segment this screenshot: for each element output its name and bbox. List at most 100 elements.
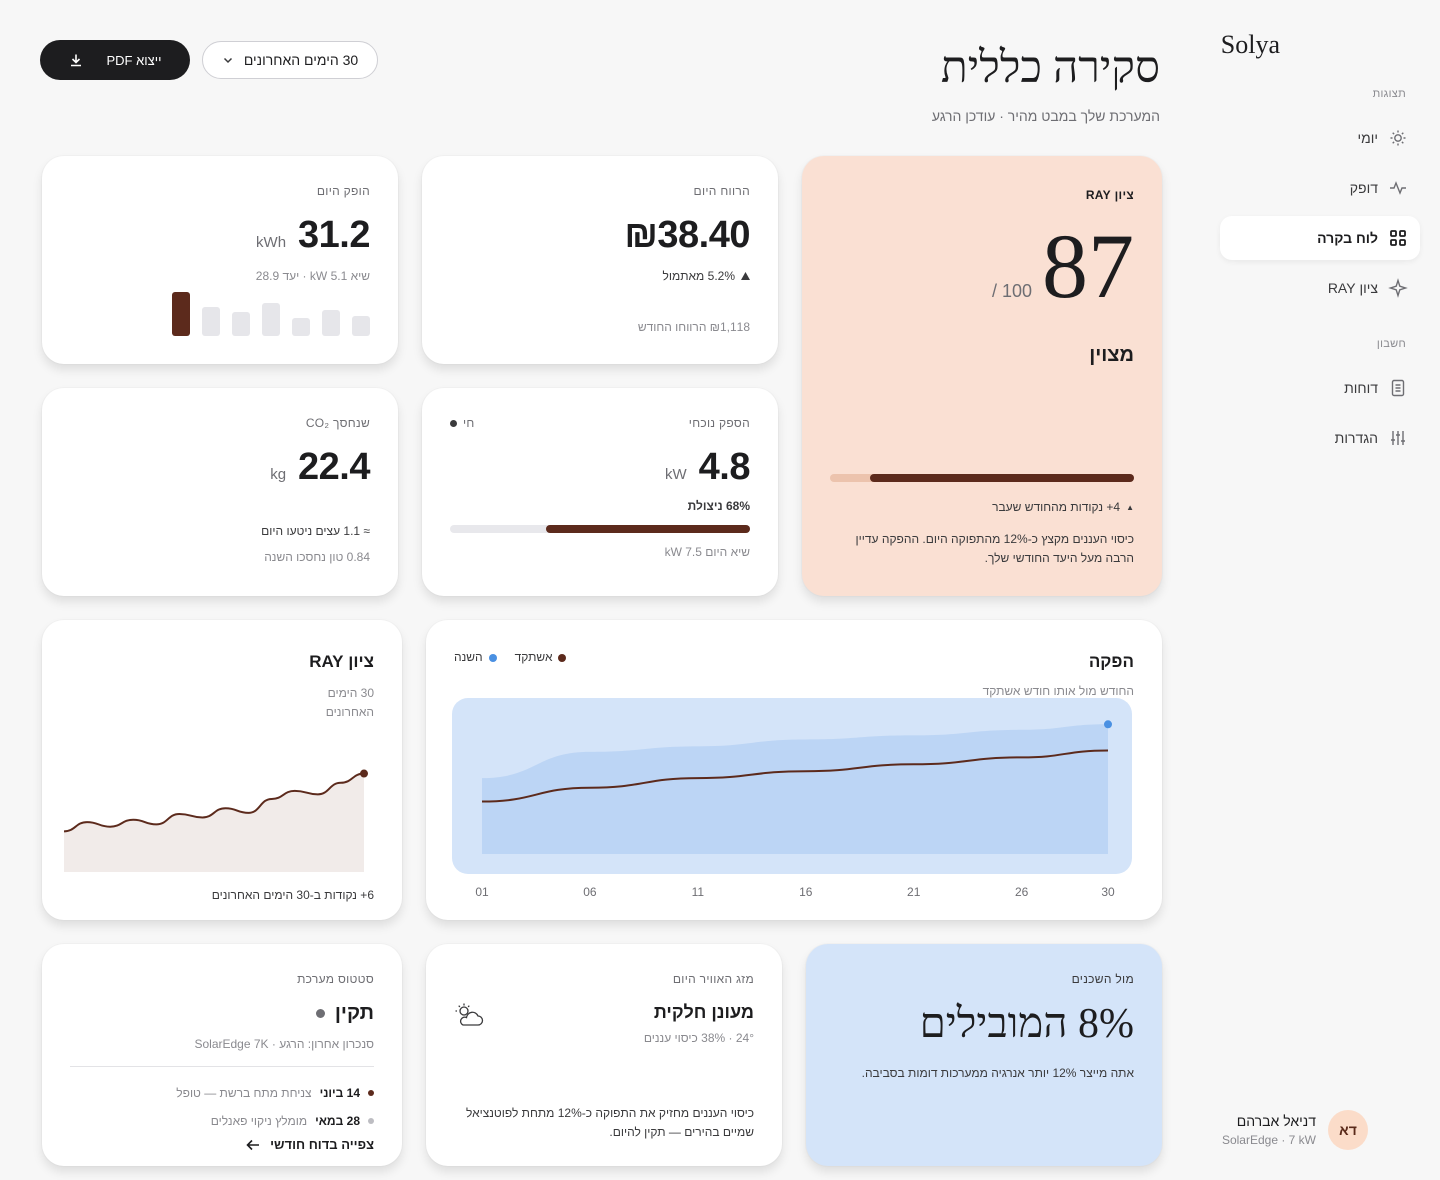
neighbors-card: מול השכנים 8% המובילים אתה מייצר 12% יות… — [806, 944, 1162, 1166]
x-tick-label: 21 — [907, 885, 921, 899]
series-point-this-year — [1104, 720, 1112, 729]
sliders-icon — [1391, 431, 1405, 445]
revenue-card: הרווח היום ₪38.40 5.2% מאתמול ₪1,118 הרו… — [422, 156, 778, 364]
partly-cloudy-icon — [455, 1003, 484, 1026]
raytrend-point — [360, 769, 368, 778]
brand-logo: Solya — [1220, 30, 1280, 59]
export-pdf-button[interactable]: ייצוא PDF — [40, 40, 190, 80]
co2-card: שנחסך CO₂ 22.4 kg ≈ 1.1 עצים ניטעו היום … — [42, 388, 398, 596]
sparkle-icon — [1388, 278, 1408, 298]
revenue-change: 5.2% מאתמול — [662, 269, 735, 283]
x-tick-label: 01 — [475, 885, 489, 899]
spark-bar — [352, 316, 370, 336]
live-dot-icon — [450, 419, 457, 427]
sidebar-item-label: הגדרות — [1334, 430, 1378, 446]
status-sync: סנכרון אחרון: הרגע · SolarEdge 7K — [194, 1037, 374, 1051]
spark-bar — [202, 307, 220, 336]
system-status-card: סטטוס מערכת תקין סנכרון אחרון: הרגע · So… — [42, 944, 402, 1166]
raytrend-sub: 30 הימים האחרונים — [325, 686, 374, 719]
event-date: 14 ביוני — [319, 1086, 360, 1100]
legend-label: השנה — [454, 650, 483, 664]
co2-unit: kg — [270, 466, 287, 483]
status-label: סטטוס מערכת — [297, 972, 374, 986]
event-dot-icon — [368, 1118, 374, 1124]
co2-value: 22.4 — [298, 446, 370, 488]
chart-title: הפקה — [1088, 652, 1134, 671]
event-dot-icon — [368, 1090, 374, 1096]
raytrend-area — [64, 773, 364, 872]
sidebar-item-label: דופק — [1349, 180, 1378, 196]
ray-trend-card: ציון RAY 30 הימים האחרונים 6+ נקודות ב-3… — [42, 620, 402, 920]
live-label: חי — [463, 416, 475, 430]
arrow-up-icon — [741, 272, 750, 280]
legend-label: אשתקד — [514, 650, 553, 664]
weather-details: 24° · 38% כיסוי עננים — [643, 1031, 754, 1045]
current-label: הספק נוכחי — [688, 416, 750, 430]
sidebar-item-settings[interactable]: הגדרות — [1220, 416, 1420, 460]
sidebar-item-label: ציון RAY — [1327, 280, 1378, 296]
sidebar-item-ray[interactable]: ציון RAY — [1220, 266, 1420, 310]
chevron-down-icon — [223, 57, 232, 64]
user-profile[interactable]: דא דניאל אברהם SolarEdge · 7 kW — [1222, 1110, 1368, 1150]
spark-bar — [232, 312, 250, 336]
production-sub: שיא 5.1 kW · יעד 28.9 — [255, 269, 370, 283]
ray-delta: 4+ נקודות מהחודש שעבר — [992, 500, 1121, 514]
spark-bar — [322, 310, 340, 336]
sidebar: Solya תצוגות יומי דופק לוח בקרה ציון RAY… — [1200, 0, 1440, 1180]
page-title: סקירה כללית — [940, 43, 1160, 92]
monthly-report-link[interactable]: צפייה בדוח חודשי — [246, 1137, 374, 1152]
sidebar-item-reports[interactable]: דוחות — [1220, 366, 1420, 410]
spark-bar — [292, 318, 310, 336]
neighbors-value: 8% המובילים — [919, 1001, 1134, 1047]
ray-note: כיסוי העננים מקצץ כ-12% מהתפוקה היום. הה… — [855, 532, 1134, 566]
event-date: 28 במאי — [315, 1114, 360, 1128]
series-line-last-year — [481, 749, 1109, 803]
weather-note: כיסוי העננים מחזיק את התפוקה כ-12% מתחת … — [465, 1105, 754, 1139]
sidebar-item-pulse[interactable]: דופק — [1220, 166, 1420, 210]
x-tick-label: 11 — [692, 885, 705, 899]
current-peak: שיא היום 7.5 kW — [664, 545, 750, 559]
x-tick-label: 26 — [1015, 885, 1029, 899]
weather-label: מזג האוויר היום — [672, 972, 754, 986]
sidebar-item-label: לוח בקרה — [1317, 230, 1378, 246]
pulse-icon — [1390, 181, 1406, 195]
sidebar-item-dashboard[interactable]: לוח בקרה — [1220, 216, 1420, 260]
ray-grade: מצוין — [1089, 344, 1134, 366]
production-sparkbars — [172, 286, 370, 336]
ray-score-card: ציון RAY 87 / 100 מצוין ▲ 4+ נקודות מהחו… — [802, 156, 1162, 596]
monthly-report-label: צפייה בדוח חודשי — [270, 1137, 374, 1152]
ray-progress-track — [830, 474, 1134, 482]
status-dot-icon — [315, 1009, 325, 1018]
status-event-row: 28 במאי מומלץ ניקוי פאנלים — [176, 1114, 374, 1128]
legend-swatch-last-year — [558, 653, 567, 662]
revenue-label: הרווח היום — [693, 184, 750, 198]
util-track — [450, 525, 750, 533]
co2-label: שנחסך CO₂ — [305, 416, 370, 430]
x-tick-label: 16 — [799, 885, 813, 899]
x-tick-label: 06 — [583, 885, 597, 899]
current-power-card: הספק נוכחי חי 4.8 kW 68% ניצולת שיא היום… — [422, 388, 778, 596]
date-range-select[interactable]: 30 הימים האחרונים — [202, 41, 378, 79]
co2-year: 0.84 טון נחסכו השנה — [264, 550, 370, 564]
production-card: הופק היום 31.2 kWh שיא 5.1 kW · יעד 28.9 — [42, 156, 398, 364]
production-unit: kWh — [256, 234, 287, 251]
util-fill — [546, 525, 750, 533]
current-util: 68% ניצולת — [687, 499, 750, 513]
current-value: 4.8 — [698, 446, 751, 488]
divider — [70, 1066, 374, 1067]
neighbors-note: אתה מייצר 12% יותר אנרגיה ממערכות דומות … — [861, 1066, 1134, 1080]
nav-section-account: חשבון — [1376, 338, 1406, 350]
event-text: מומלץ ניקוי פאנלים — [210, 1114, 308, 1128]
download-icon — [70, 54, 81, 67]
document-icon — [1391, 379, 1405, 397]
sidebar-item-daily[interactable]: יומי — [1220, 116, 1420, 160]
user-name: דניאל אברהם — [1236, 1113, 1316, 1129]
raytrend-line — [64, 772, 365, 833]
production-chart: 01 06 11 16 21 26 30 — [452, 698, 1132, 899]
ray-progress-fill — [869, 474, 1134, 482]
legend-item-this-year: השנה — [454, 650, 497, 664]
weather-card: מזג האוויר היום מעונן חלקית 24° · 38% כי… — [426, 944, 782, 1166]
chart-legend: אשתקד השנה — [454, 650, 567, 664]
sidebar-item-label: יומי — [1357, 130, 1378, 146]
arrow-left-icon — [246, 1139, 260, 1150]
